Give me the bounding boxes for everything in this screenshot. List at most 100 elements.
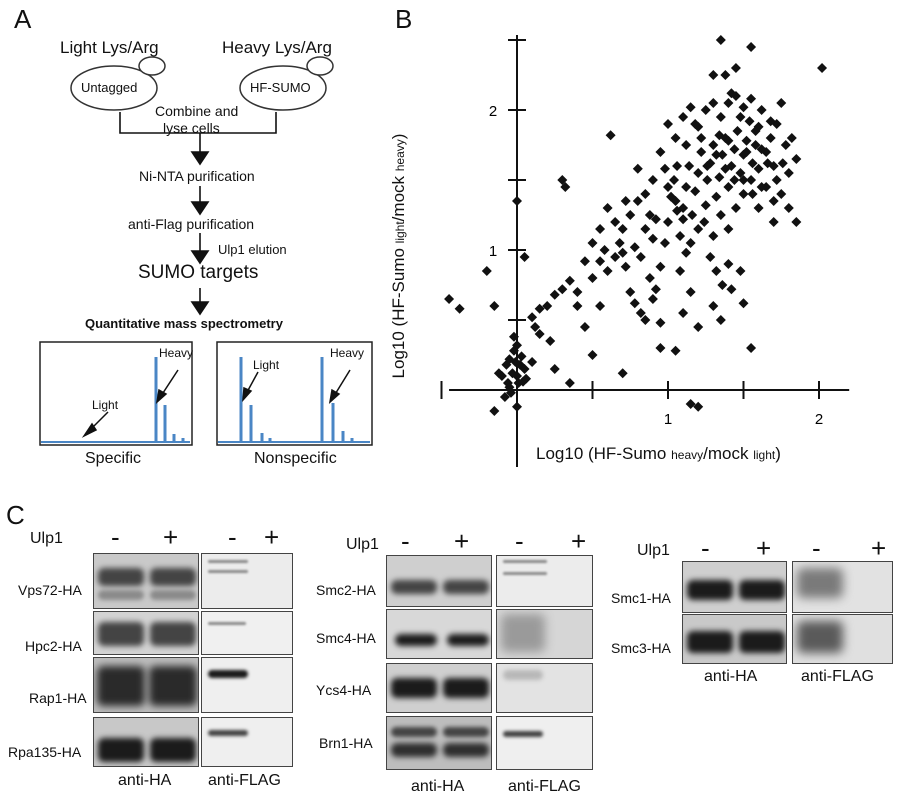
data-point [527, 357, 538, 367]
blot-band [391, 743, 437, 757]
blot-flag-vps72 [201, 553, 293, 609]
data-point [685, 399, 696, 409]
data-point [696, 133, 707, 143]
data-point [741, 135, 752, 146]
blot-flag-smc1 [792, 561, 893, 613]
data-point [512, 340, 522, 351]
anti-flag-label-2: anti-FLAG [508, 778, 581, 795]
blot-band [391, 727, 437, 737]
data-point [587, 350, 598, 360]
blot-band [687, 631, 733, 653]
data-point [765, 133, 776, 143]
data-point [771, 119, 782, 129]
data-point [508, 331, 519, 342]
ulp1-label-1: Ulp1 [30, 530, 63, 547]
minus-2b: - [515, 526, 524, 556]
data-point [747, 158, 758, 169]
data-point [690, 186, 701, 197]
blot-band [208, 670, 248, 678]
data-point [519, 252, 530, 262]
data-point [702, 175, 713, 185]
data-point [690, 119, 701, 129]
data-point [735, 168, 746, 178]
blot-band [443, 743, 489, 757]
blot-ha-smc1 [682, 561, 787, 613]
data-point [723, 182, 734, 192]
blot-band [150, 738, 196, 762]
data-point [685, 238, 696, 248]
nonspecific-caption: Nonspecific [254, 450, 337, 467]
data-point [640, 224, 651, 234]
data-point [632, 196, 643, 206]
mass-spec-label: Quantitative mass spectrometry [85, 316, 283, 331]
data-point [635, 308, 646, 318]
blot-band [98, 568, 144, 586]
data-point [512, 371, 522, 381]
data-point [735, 266, 746, 276]
data-point [705, 252, 716, 262]
blot-flag-smc4 [496, 609, 593, 659]
data-point [750, 126, 761, 136]
data-point [647, 233, 658, 244]
data-point [557, 175, 568, 185]
x-tick-label: 1 [664, 411, 672, 428]
data-point [521, 373, 532, 384]
specific-light-label: Light [92, 398, 119, 412]
y-tick-label: 2 [489, 103, 497, 120]
anti-ha-label-2: anti-HA [411, 778, 465, 795]
data-point [530, 322, 541, 332]
blot-ha-smc3 [682, 614, 787, 664]
plus-2a: + [454, 526, 470, 556]
data-point [670, 196, 681, 206]
data-point [776, 98, 787, 108]
blot-ha-vps72 [93, 553, 199, 609]
data-point [753, 203, 764, 213]
data-point [670, 345, 681, 356]
sumo-targets-label: SUMO targets [138, 262, 259, 283]
data-point [746, 42, 757, 52]
minus-1b: - [228, 522, 237, 552]
protein-label: Brn1-HA [319, 735, 373, 751]
protein-label: Smc2-HA [316, 582, 376, 598]
y-axis-label-text: Log10 (HF-Sumo light/mock heavy) [389, 133, 408, 379]
data-point [527, 312, 538, 323]
data-point [659, 163, 670, 174]
blot-band [150, 622, 196, 646]
blot-band [208, 730, 248, 736]
data-point [666, 191, 677, 202]
data-point [783, 203, 794, 213]
data-point [515, 359, 526, 370]
data-point [620, 261, 631, 272]
data-point [735, 112, 746, 122]
data-point [746, 93, 757, 104]
blot-band [687, 580, 733, 600]
data-point [602, 266, 613, 276]
blot-band [443, 580, 489, 594]
minus-2a: - [401, 526, 410, 556]
data-point [545, 336, 556, 346]
protein-label: Smc3-HA [611, 640, 671, 656]
data-point [708, 140, 719, 150]
step-ni-nta: Ni-NTA purification [139, 168, 255, 184]
data-point [560, 182, 571, 192]
data-point [715, 112, 726, 122]
data-point [714, 130, 725, 141]
blot-ha-hpc2 [93, 611, 199, 655]
data-point [542, 301, 553, 311]
blot-ha-smc4 [386, 609, 492, 659]
y-axis-label: Log10 (HF-Sumo light/mock heavy) [389, 121, 409, 391]
nonspecific-light-label: Light [253, 358, 280, 372]
data-point [519, 364, 530, 374]
data-point [726, 284, 737, 295]
data-point [791, 217, 802, 227]
minus-3b: - [812, 533, 821, 563]
data-point [756, 144, 767, 155]
data-point [747, 189, 758, 199]
anti-ha-label-1: anti-HA [118, 772, 172, 789]
data-point [625, 210, 636, 220]
data-point [678, 214, 689, 225]
data-point [756, 182, 767, 192]
data-point [730, 63, 741, 73]
anti-flag-label-1: anti-FLAG [208, 772, 281, 789]
data-point [708, 231, 719, 241]
